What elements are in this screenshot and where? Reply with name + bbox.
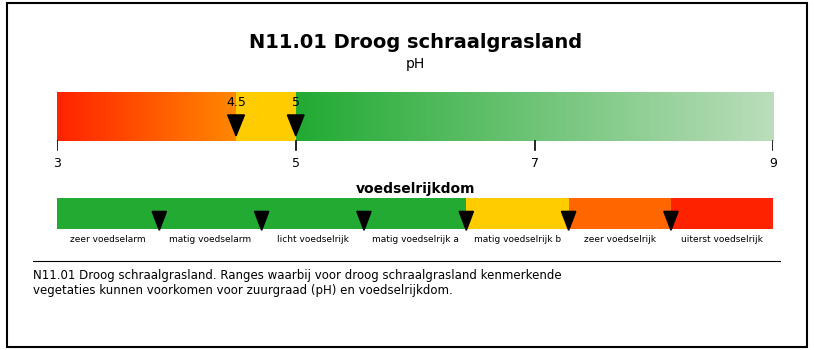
Text: N11.01 Droog schraalgrasland. Ranges waarbij voor droog schraalgrasland kenmerke: N11.01 Droog schraalgrasland. Ranges waa… (33, 269, 561, 297)
Text: 3: 3 (53, 157, 61, 170)
Bar (364, 197, 466, 229)
Polygon shape (287, 115, 304, 136)
Text: licht voedselrijk: licht voedselrijk (277, 235, 348, 244)
Bar (57, 197, 160, 229)
Text: uiterst voedselrijk: uiterst voedselrijk (681, 235, 763, 244)
Text: 4.5: 4.5 (226, 96, 246, 108)
Text: matig voedselrijk b: matig voedselrijk b (474, 235, 561, 244)
Text: 5: 5 (291, 157, 300, 170)
Bar (466, 197, 569, 229)
Text: 7: 7 (531, 157, 539, 170)
Bar (160, 197, 261, 229)
Bar (261, 197, 364, 229)
Polygon shape (562, 211, 575, 230)
Polygon shape (459, 211, 474, 230)
Text: N11.01 Droog schraalgrasland: N11.01 Droog schraalgrasland (248, 33, 582, 52)
Bar (569, 197, 671, 229)
Bar (671, 197, 773, 229)
Text: voedselrijkdom: voedselrijkdom (356, 182, 475, 196)
Polygon shape (357, 211, 371, 230)
Polygon shape (663, 211, 678, 230)
Text: matig voedselarm: matig voedselarm (169, 235, 252, 244)
Text: pH: pH (405, 57, 425, 71)
Polygon shape (255, 211, 269, 230)
Text: 9: 9 (769, 157, 777, 170)
Text: 5: 5 (291, 96, 300, 108)
Polygon shape (228, 115, 244, 136)
Text: zeer voedselrijk: zeer voedselrijk (584, 235, 656, 244)
Text: matig voedselrijk a: matig voedselrijk a (372, 235, 458, 244)
Text: zeer voedselarm: zeer voedselarm (70, 235, 146, 244)
Polygon shape (152, 211, 167, 230)
